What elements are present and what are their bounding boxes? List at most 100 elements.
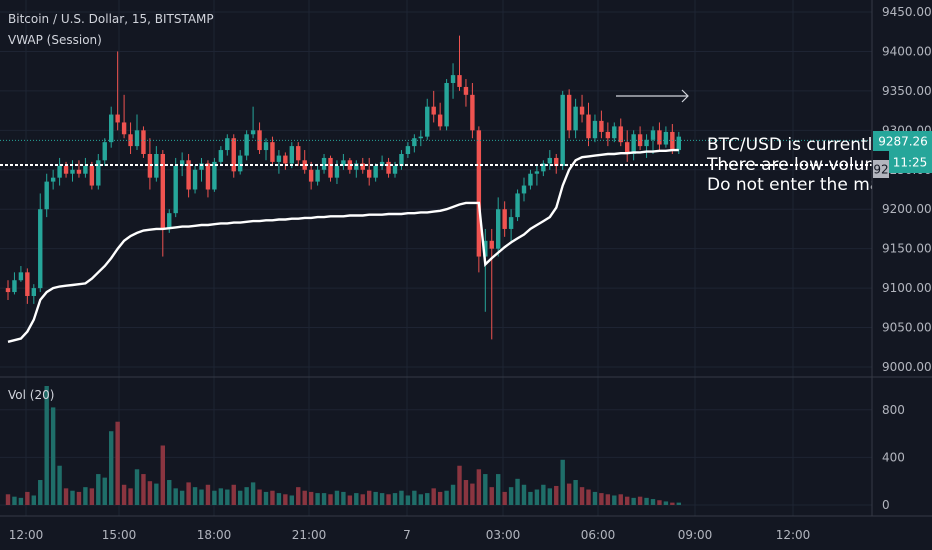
grid-lines [0, 0, 872, 516]
partial-badge-text: 92 [873, 163, 888, 177]
time-tick-label: 06:00 [581, 528, 616, 542]
volume-bar [18, 497, 24, 505]
volume-bar [418, 494, 423, 505]
candle-body [25, 272, 30, 296]
volume-bar [605, 494, 611, 505]
volume-bar [579, 487, 585, 505]
volume-bar [70, 490, 75, 505]
candle-body [31, 288, 36, 296]
candle-body [276, 155, 282, 162]
volume-bar [599, 493, 604, 505]
volume-bar [179, 490, 185, 505]
volume-axis-ticks: 800 400 0 [882, 403, 905, 512]
candle-body [225, 138, 230, 151]
volume-bar [5, 494, 11, 505]
candle-body [457, 75, 462, 87]
volume-bar [334, 490, 340, 505]
candle-body [631, 134, 636, 154]
candle-body [392, 165, 398, 174]
volume-bar [218, 488, 224, 505]
candle-body [399, 154, 404, 166]
candle-body [192, 169, 198, 190]
volume-bar [57, 465, 62, 505]
candle-body [637, 134, 643, 147]
candle-body [386, 161, 391, 174]
candle-body [257, 130, 262, 151]
volume-bar [160, 445, 165, 505]
volume-bar [12, 496, 17, 505]
volume-bar [412, 490, 417, 505]
countdown-badge-box [889, 151, 932, 173]
candle-body [502, 209, 507, 229]
volume-bar [147, 481, 153, 505]
time-axis-ticks: 12:00 15:00 18:00 21:00 7 03:00 06:00 09:00 12:0… [9, 528, 811, 542]
candle-body [199, 163, 204, 170]
candle-body [238, 155, 243, 172]
candle-body [57, 165, 62, 178]
candle-body [109, 114, 114, 143]
volume-bar [121, 484, 127, 505]
annotation-line-1: BTC/USD is currently [707, 135, 882, 155]
candle-body [38, 209, 43, 289]
volume-bar [399, 490, 404, 505]
price-badge-text: 9287.26 [878, 135, 928, 149]
time-tick-label: 7 [403, 528, 411, 542]
candle-body [670, 131, 675, 151]
candle-body [76, 169, 82, 174]
candle-body [612, 126, 617, 139]
volume-bar [315, 493, 320, 505]
candle-body [231, 138, 236, 172]
volume-bar [308, 491, 314, 505]
candle-body [618, 126, 623, 143]
candle-body [167, 213, 172, 229]
candle-body [360, 163, 365, 170]
volume-bar [657, 500, 662, 505]
volume-bar [328, 494, 333, 505]
volume-bar [154, 483, 159, 505]
volume-bar [347, 495, 353, 505]
volume-bar [534, 489, 540, 505]
volume-bar [457, 465, 462, 505]
time-tick-label: 15:00 [102, 528, 137, 542]
candle-body [96, 160, 101, 186]
candle-body [147, 154, 153, 178]
candle-body [128, 134, 133, 147]
volume-bar [470, 483, 475, 505]
candle-body [354, 163, 359, 170]
volume-bar [425, 493, 430, 505]
volume-bar [554, 485, 559, 505]
volume-bar [586, 489, 591, 505]
volume-bar [625, 496, 630, 505]
candle-body [663, 131, 669, 145]
volume-bar [115, 421, 120, 505]
volume-bar [592, 491, 598, 505]
time-axis-panel[interactable] [0, 516, 872, 550]
volume-bar [450, 484, 456, 505]
volume-bar [63, 488, 69, 505]
volume-bar [83, 487, 88, 505]
volume-bar [528, 491, 533, 505]
candle-body [573, 106, 578, 131]
candle-body [644, 139, 649, 147]
volume-bar [263, 491, 269, 505]
volume-bar [199, 489, 204, 505]
time-tick-label: 12:00 [776, 528, 811, 542]
price-axis-panel[interactable] [872, 0, 932, 550]
candle-body [141, 130, 146, 154]
volume-bar [296, 487, 301, 505]
candle-body [405, 146, 411, 154]
volume-bar [321, 493, 327, 505]
candle-body [489, 240, 494, 249]
candle-body [373, 165, 378, 178]
candle-body [625, 142, 630, 154]
candle-body [463, 86, 469, 95]
candle-body [70, 169, 75, 174]
volume-bar [508, 487, 514, 505]
arrow-head [681, 89, 689, 103]
volume-bar [463, 480, 469, 505]
volume-bar [96, 474, 101, 505]
price-tick-label: 9100.00 [882, 281, 932, 295]
volume-bar [379, 493, 385, 505]
volume-bar [109, 431, 114, 505]
